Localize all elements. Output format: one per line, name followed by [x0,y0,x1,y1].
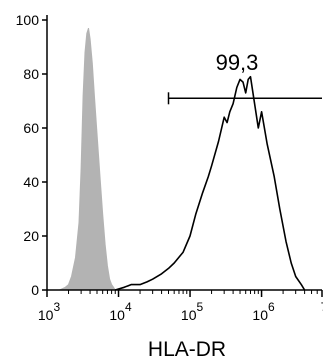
series-layer [59,27,306,291]
x-tick-label-3: 106 [252,300,275,323]
ticks-layer: 0 20 40 60 80 100 103 104 105 106 7 [16,12,323,323]
x-tick-label-4: 7 [321,300,323,314]
x-tick-label-0: 103 [38,300,61,323]
x-axis-label: HLA-DR [148,338,226,361]
y-tick-label-20: 20 [23,228,39,244]
series-0-filled-histogram [59,27,117,291]
y-tick-label-40: 40 [23,174,39,190]
y-tick-label-0: 0 [31,282,39,298]
y-tick-label-60: 60 [23,120,39,136]
series-1-outline-histogram [114,75,306,291]
annotation-layer: 99,3 [167,50,322,105]
y-tick-label-100: 100 [16,12,40,28]
x-tick-label-2: 105 [181,300,204,323]
x-tick-label-1: 104 [109,300,132,323]
axes-layer [46,15,322,291]
gate-percentage-label: 99,3 [216,50,259,75]
y-tick-label-80: 80 [23,66,39,82]
